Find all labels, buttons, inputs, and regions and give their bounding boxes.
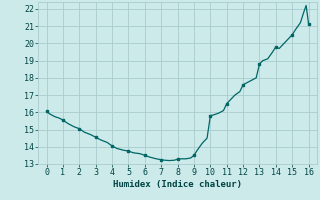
X-axis label: Humidex (Indice chaleur): Humidex (Indice chaleur) (113, 180, 242, 189)
